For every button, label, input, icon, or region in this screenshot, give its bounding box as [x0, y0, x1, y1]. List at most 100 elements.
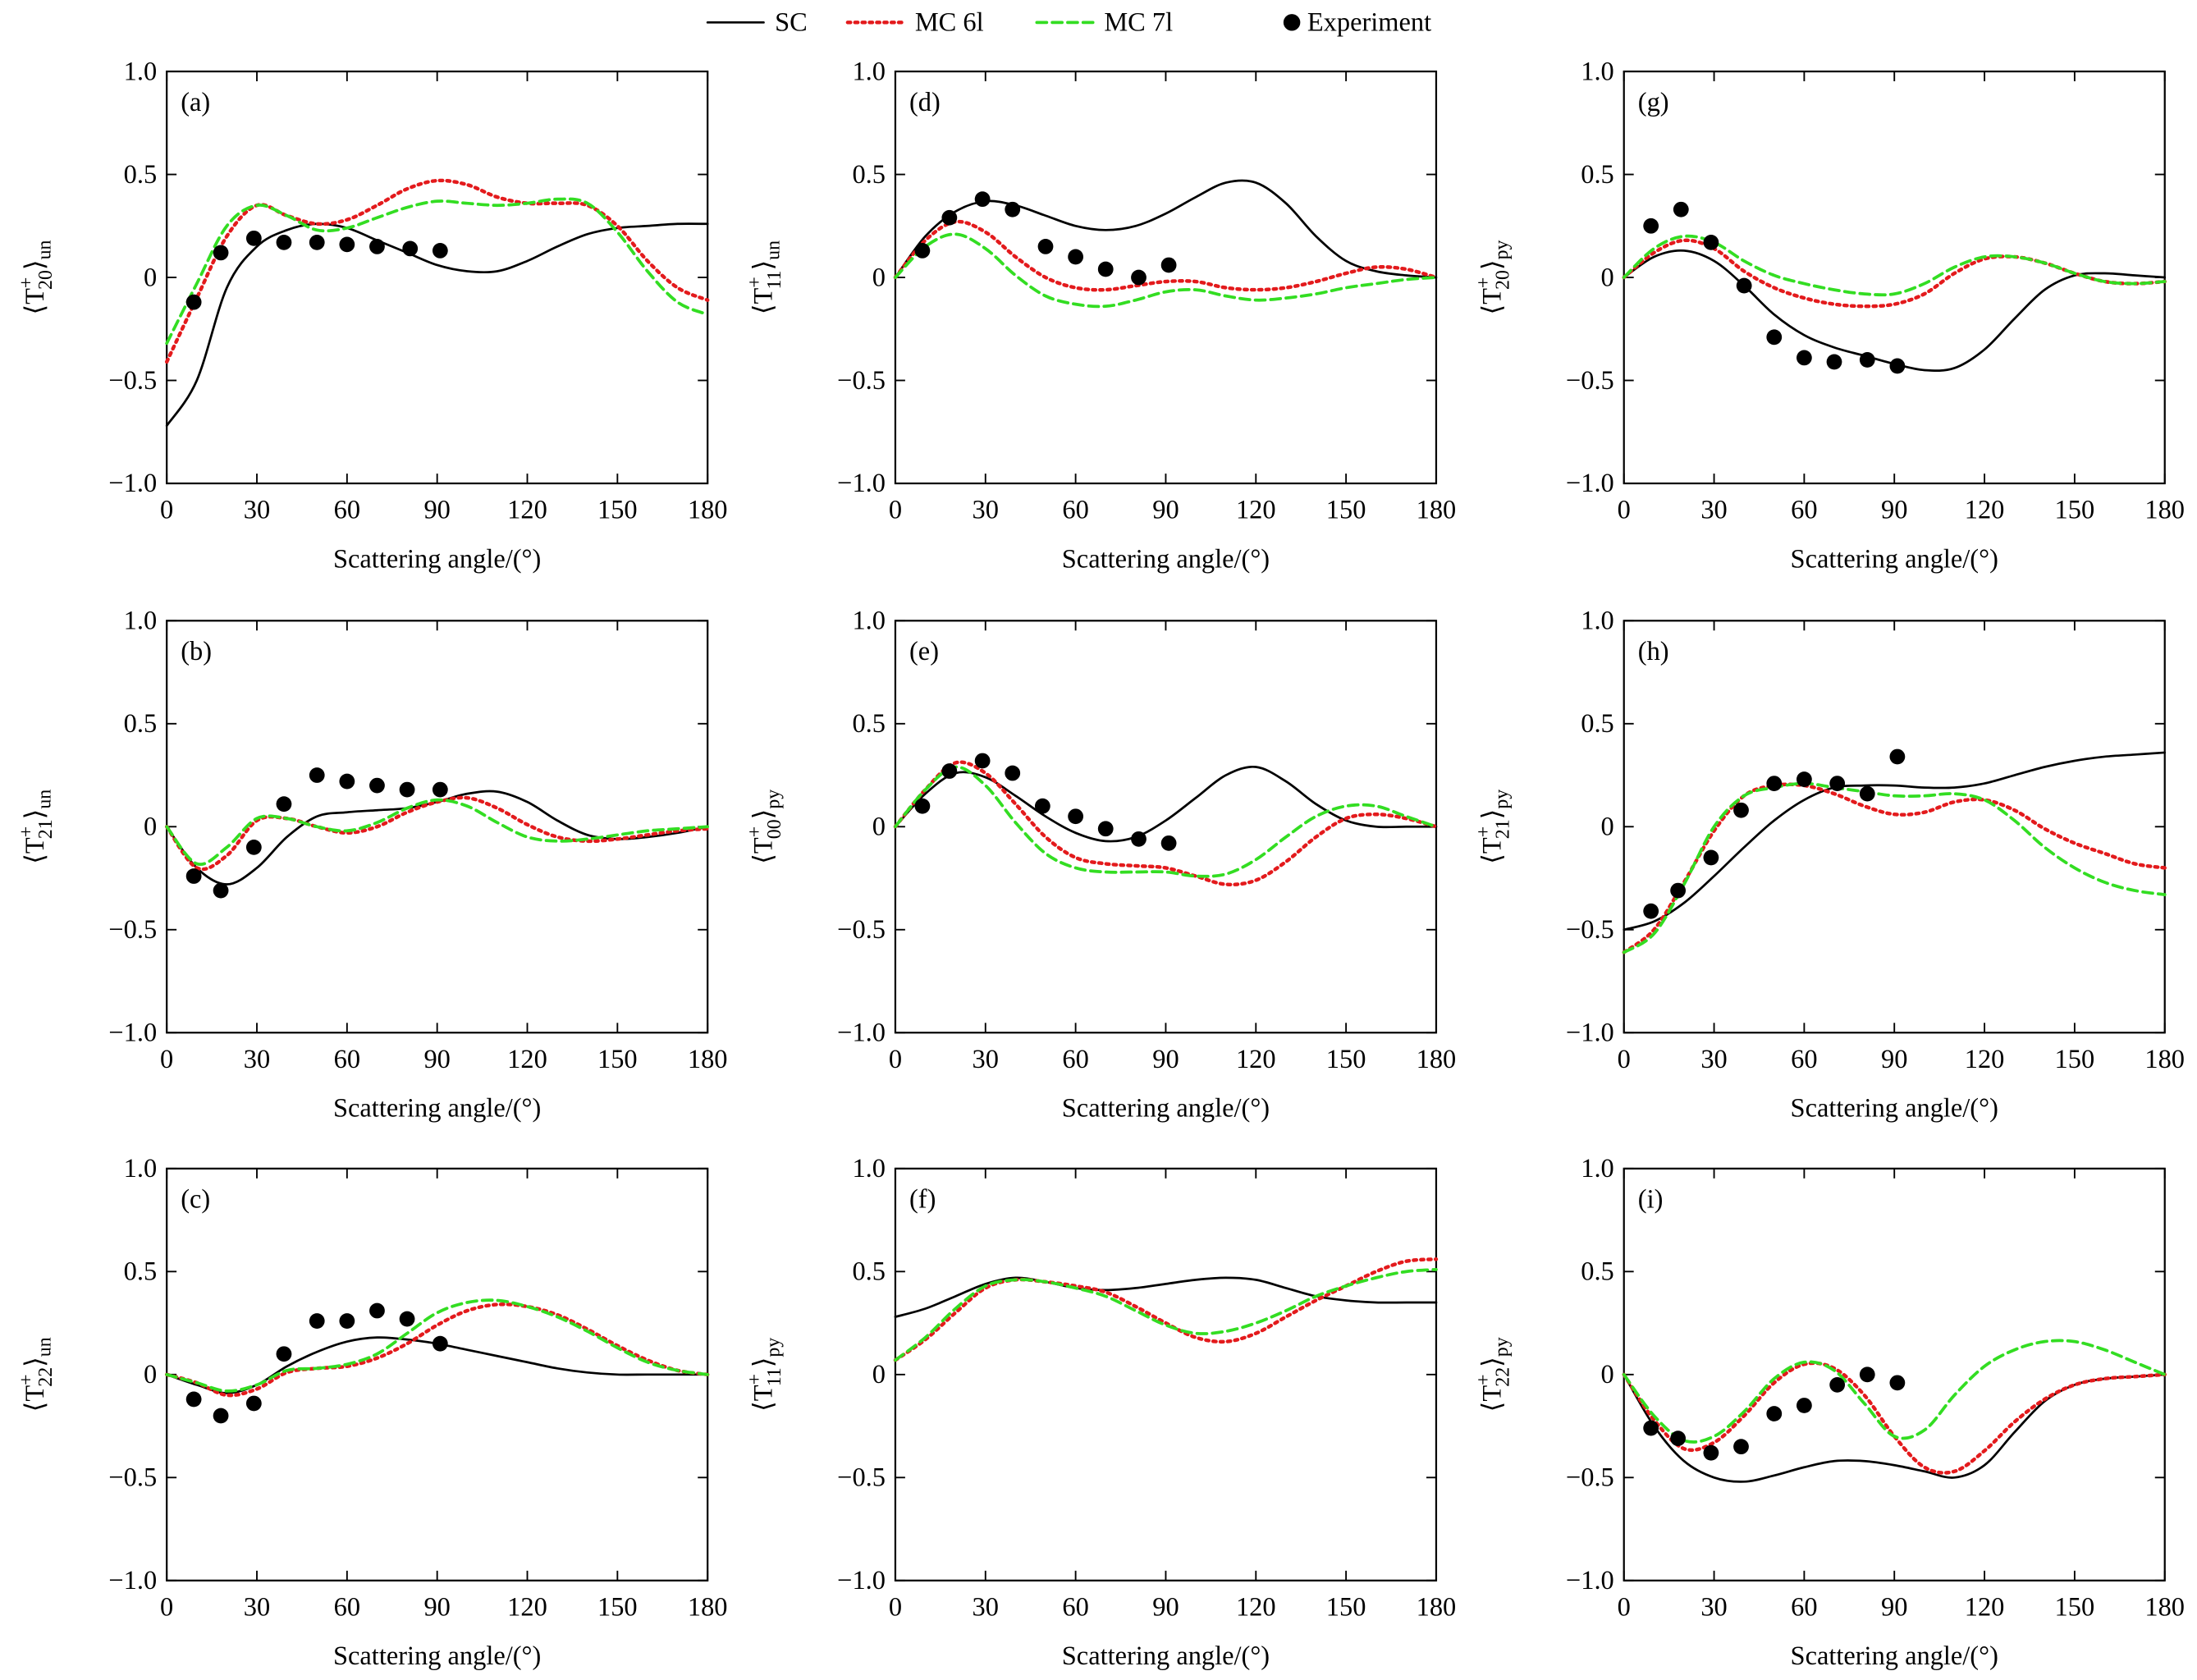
x-tick-label: 90 [1881, 1592, 1907, 1622]
panel: 1.00.50−0.5−1.00 30 60 90 120 150 180Scatterin… [744, 57, 1456, 574]
x-tick-label: 120 [1236, 1592, 1276, 1622]
x-tick-label: 150 [2055, 1045, 2095, 1074]
y-axis-label-part: + [744, 277, 766, 287]
y-tick-label: 1.0 [124, 1154, 158, 1183]
y-axis-label-part: ⟨T [1477, 1385, 1507, 1412]
panel: 1.00.50−0.5−1.00 30 60 90 120 150 180Scatterin… [1473, 1154, 2185, 1671]
x-tick-label: 30 [1700, 1592, 1727, 1622]
x-tick-label: 150 [1326, 1045, 1366, 1074]
experiment-point [309, 767, 325, 783]
y-axis-label-part: ⟩ [21, 809, 50, 820]
experiment-point [1766, 1406, 1783, 1421]
x-axis-label: Scattering angle/(°) [1062, 1641, 1270, 1671]
experiment-point [1703, 1444, 1719, 1461]
y-tick-label: −0.5 [1566, 366, 1614, 396]
y-axis-label-part: ⟨T [749, 287, 779, 314]
x-tick-label: 180 [1417, 1592, 1457, 1622]
y-axis-label-part: ⟨T [1477, 837, 1507, 864]
y-tick-label: −1.0 [837, 469, 886, 498]
x-axis-label: Scattering angle/(°) [333, 544, 541, 574]
y-tick-label: 0.5 [124, 709, 158, 739]
y-axis-label-part: ⟨T [749, 837, 779, 864]
y-tick-label: 0 [1601, 263, 1614, 292]
y-tick-label: −1.0 [108, 469, 157, 498]
y-tick-label: 0 [872, 1360, 886, 1389]
y-tick-label: 0.5 [124, 160, 158, 190]
y-tick-label: 1.0 [124, 57, 158, 86]
x-tick-label: 0 [160, 1592, 173, 1622]
experiment-point [1160, 835, 1177, 851]
experiment-point [1005, 201, 1021, 217]
panel: 1.00.50−0.5−1.00 30 60 90 120 150 180Scatterin… [1473, 607, 2185, 1124]
x-axis-label: Scattering angle/(°) [1062, 1094, 1270, 1124]
y-tick-label: 0 [872, 263, 886, 292]
y-axis-label-part: 21 [1493, 819, 1514, 839]
experiment-point [369, 1302, 385, 1319]
x-tick-label: 30 [973, 1592, 999, 1622]
experiment-point [276, 796, 292, 813]
experiment-point [245, 1395, 262, 1412]
y-tick-label: −1.0 [837, 1566, 886, 1595]
y-tick-label: 0 [1601, 1360, 1614, 1389]
x-tick-label: 60 [334, 1592, 360, 1622]
experiment-point [1097, 821, 1114, 837]
experiment-point [185, 1391, 202, 1408]
y-tick-label: 1.0 [852, 57, 886, 86]
y-tick-label: 1.0 [852, 1154, 886, 1183]
legend-label: SC [775, 8, 808, 38]
y-tick-label: −1.0 [1566, 469, 1614, 498]
y-axis-label-part: 22 [35, 1367, 57, 1387]
y-axis-label-part: 20 [35, 270, 57, 290]
experiment-point [914, 243, 931, 259]
experiment-point [974, 753, 991, 769]
y-tick-label: 1.0 [1581, 607, 1614, 636]
experiment-point [213, 245, 229, 261]
y-axis-label-part: ⟩ [21, 259, 50, 270]
y-axis-label-part: 20 [1493, 270, 1514, 290]
experiment-point [399, 781, 415, 798]
experiment-point [1733, 802, 1749, 818]
series-line [893, 760, 1439, 886]
series-line [165, 1298, 710, 1393]
experiment-point [1643, 903, 1659, 919]
plot-frame [894, 1167, 1438, 1582]
y-axis-label-part: ⟨T [21, 1385, 50, 1412]
x-axis-label: Scattering angle/(°) [333, 1641, 541, 1671]
x-axis-label: Scattering angle/(°) [333, 1094, 541, 1124]
x-axis-label: Scattering angle/(°) [1791, 544, 1998, 574]
y-axis-label: ⟨T+22⟩un [16, 1337, 57, 1412]
series-line [1623, 1373, 2167, 1483]
y-tick-label: −0.5 [837, 915, 886, 945]
experiment-point [309, 234, 325, 250]
x-tick-label: 30 [1700, 1045, 1727, 1074]
y-axis-label-part: ⟩ [749, 1357, 779, 1368]
x-tick-label: 120 [1965, 496, 2005, 525]
y-axis-label-part: + [16, 826, 37, 837]
experiment-point [399, 1311, 415, 1327]
x-tick-label: 180 [1417, 496, 1457, 525]
x-tick-label: 180 [688, 496, 728, 525]
experiment-point [432, 243, 448, 259]
experiment-point [1796, 1398, 1812, 1413]
series-line [1622, 781, 2167, 954]
x-tick-label: 0 [1618, 496, 1631, 525]
series-line [1622, 234, 2167, 297]
y-axis-label-part: ⟩ [1477, 259, 1507, 270]
x-tick-label: 90 [1152, 1592, 1179, 1622]
experiment-point [432, 781, 448, 798]
y-axis-label-part: ⟩ [1477, 809, 1507, 820]
experiment-point [185, 868, 202, 884]
series-line [893, 219, 1439, 292]
x-tick-label: 120 [1965, 1045, 2005, 1074]
y-tick-label: 1.0 [852, 607, 886, 636]
experiment-point [339, 236, 355, 253]
y-tick-label: −1.0 [108, 1566, 157, 1595]
legend-marker [1283, 14, 1301, 31]
y-axis-label-part: 00 [764, 819, 785, 839]
x-tick-label: 60 [334, 1045, 360, 1074]
x-tick-label: 180 [1417, 1045, 1457, 1074]
y-axis-label-part: py [1491, 240, 1513, 259]
x-tick-label: 150 [1326, 1592, 1366, 1622]
x-tick-label: 60 [1062, 1592, 1088, 1622]
panel: 1.00.50−0.5−1.00 30 60 90 120 150 180Scatterin… [744, 1154, 1456, 1671]
